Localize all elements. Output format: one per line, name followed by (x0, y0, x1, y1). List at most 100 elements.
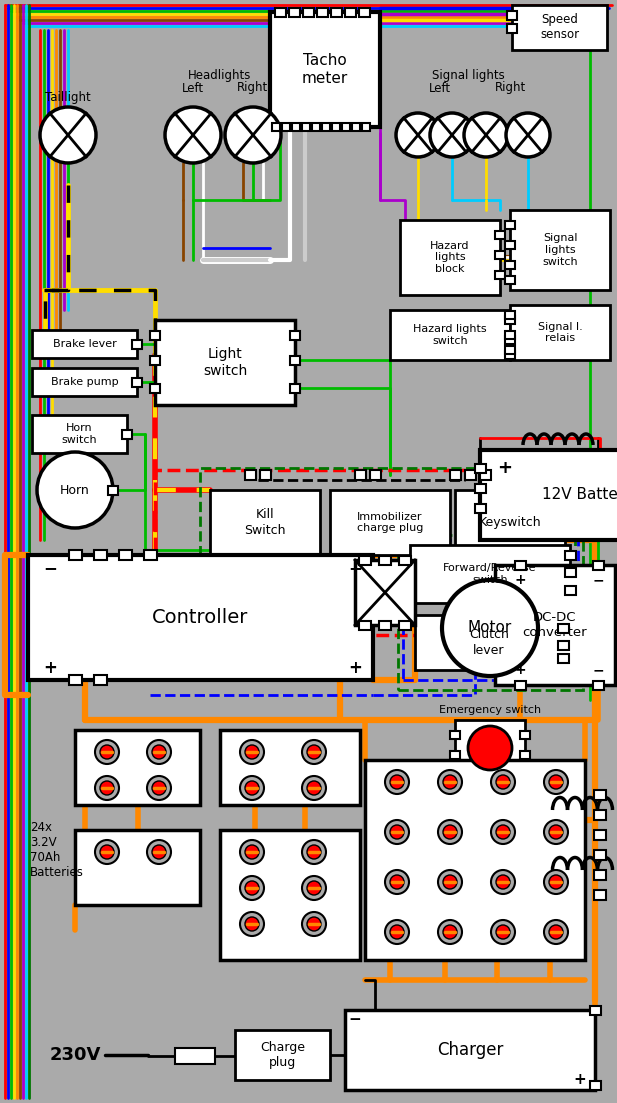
Bar (505, 261, 515, 269)
Circle shape (438, 770, 462, 794)
Circle shape (152, 845, 166, 859)
Text: 230V: 230V (49, 1046, 101, 1064)
Bar (289, 8, 299, 17)
Circle shape (443, 825, 457, 839)
Circle shape (385, 770, 409, 794)
Bar (302, 124, 310, 131)
Bar (495, 565, 615, 685)
Bar (515, 560, 526, 569)
Bar (512, 6, 607, 50)
Bar (558, 623, 568, 632)
Text: 12V Battery: 12V Battery (542, 488, 617, 503)
Circle shape (443, 875, 457, 889)
Text: Forward/Reverse
switch: Forward/Reverse switch (443, 564, 537, 585)
Bar (565, 568, 576, 577)
Bar (260, 470, 270, 480)
Bar (342, 124, 350, 131)
Circle shape (240, 840, 264, 864)
Text: Light
switch: Light switch (203, 347, 247, 377)
Bar (175, 1048, 215, 1064)
Bar (592, 560, 603, 569)
Bar (244, 470, 255, 480)
Text: Right: Right (238, 82, 268, 95)
Circle shape (240, 876, 264, 900)
Circle shape (390, 925, 404, 939)
Bar (32, 368, 137, 396)
Bar (118, 550, 131, 560)
Text: Signal l.
relais: Signal l. relais (537, 322, 582, 343)
Text: Emergency switch: Emergency switch (439, 705, 541, 715)
Text: Immobilizer
charge plug: Immobilizer charge plug (357, 512, 423, 533)
Bar (505, 315, 515, 324)
Text: Charger: Charger (437, 1041, 503, 1059)
Bar (594, 790, 606, 800)
Text: Headlights: Headlights (188, 68, 252, 82)
Text: +: + (514, 572, 526, 587)
Bar (332, 124, 340, 131)
Bar (594, 810, 606, 820)
Bar (290, 355, 300, 364)
Circle shape (245, 917, 259, 931)
Circle shape (443, 775, 457, 789)
Circle shape (385, 920, 409, 944)
Text: −: − (349, 1013, 362, 1028)
Bar (565, 586, 576, 595)
Text: Taillight: Taillight (45, 92, 91, 104)
Bar (592, 681, 603, 689)
Bar (330, 490, 450, 555)
Bar (507, 11, 517, 20)
Circle shape (430, 113, 474, 157)
Circle shape (37, 452, 113, 528)
Bar (507, 23, 517, 32)
Circle shape (245, 745, 259, 759)
Bar (362, 124, 370, 131)
Bar (505, 240, 515, 249)
Text: Brake lever: Brake lever (52, 339, 117, 349)
Bar (317, 8, 328, 17)
Bar (108, 485, 118, 494)
Circle shape (464, 113, 508, 157)
Circle shape (302, 740, 326, 764)
Circle shape (147, 740, 171, 764)
Text: Clutch
lever: Clutch lever (469, 629, 509, 656)
Bar (505, 346, 515, 354)
Bar (352, 124, 360, 131)
Bar (282, 124, 290, 131)
Circle shape (544, 920, 568, 944)
Bar (210, 490, 320, 555)
Text: −: − (592, 663, 604, 677)
Bar (155, 320, 295, 405)
Text: Tacho
meter: Tacho meter (302, 53, 348, 86)
Circle shape (491, 820, 515, 844)
Bar (403, 540, 578, 681)
Text: −: − (592, 572, 604, 587)
Bar (455, 720, 525, 775)
Bar (28, 555, 373, 681)
Circle shape (165, 107, 221, 163)
Text: Keyswitch: Keyswitch (479, 516, 541, 529)
Circle shape (245, 881, 259, 895)
Text: Charge
plug: Charge plug (260, 1041, 305, 1069)
Text: Hazard lights
switch: Hazard lights switch (413, 324, 487, 346)
Circle shape (302, 912, 326, 936)
Bar (144, 550, 157, 560)
Circle shape (390, 825, 404, 839)
Circle shape (438, 920, 462, 944)
Circle shape (40, 107, 96, 163)
Bar (150, 331, 160, 340)
Bar (32, 330, 137, 358)
Text: Brake pump: Brake pump (51, 377, 118, 387)
Circle shape (544, 770, 568, 794)
Circle shape (240, 777, 264, 800)
Circle shape (307, 917, 321, 931)
Bar (358, 8, 370, 17)
Bar (474, 503, 486, 513)
Bar (275, 8, 286, 17)
Bar (565, 550, 576, 559)
Bar (495, 251, 505, 259)
Bar (302, 8, 313, 17)
Bar (505, 221, 515, 229)
Circle shape (549, 875, 563, 889)
Circle shape (491, 870, 515, 895)
Bar (415, 615, 563, 670)
